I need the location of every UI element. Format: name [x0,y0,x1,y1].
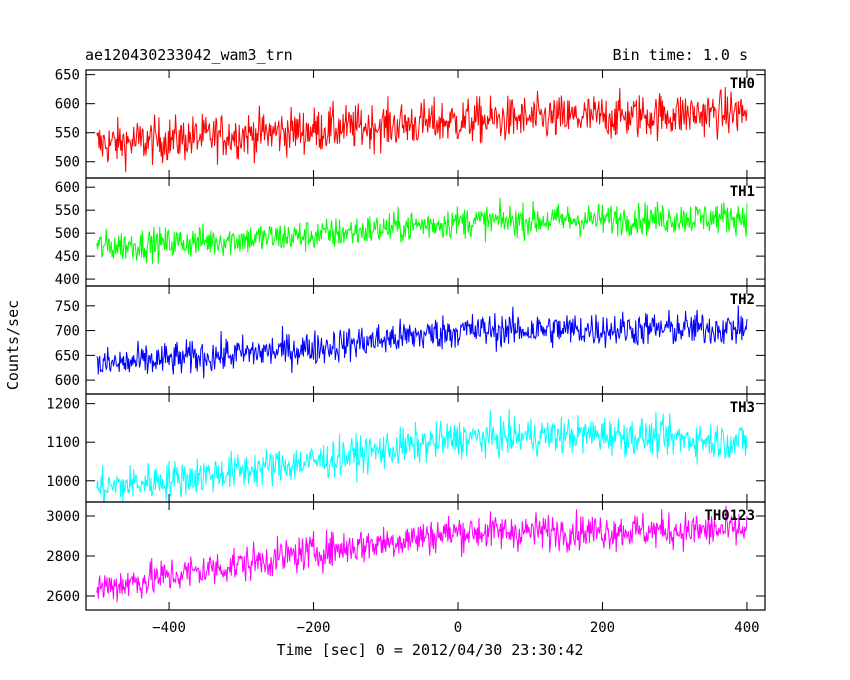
chart-title: ae120430233042_wam3_trn [85,46,293,64]
y-tick-label: 600 [55,373,80,389]
bin-time-label: Bin time: 1.0 s [613,46,748,64]
panel-th3: 1000 1100 1200 TH3 [46,393,766,503]
panel-th2: 600 650 700 750 TH2 [55,285,766,395]
panel-frame [85,285,766,395]
panel-label: TH2 [730,292,755,308]
y-tick-label: 2600 [46,589,80,605]
x-tick-label: 200 [590,620,615,636]
y-tick-label: 3000 [46,509,80,525]
y-tick-label: 700 [55,324,80,340]
panel-label: TH1 [730,184,755,200]
x-axis-label: Time [sec] 0 = 2012/04/30 23:30:42 [276,641,583,659]
y-tick-label: 1200 [46,397,80,413]
y-tick-label: 400 [55,272,80,288]
y-tick-label: 600 [55,180,80,196]
series-th1 [96,197,748,264]
panel-label: TH0123 [704,508,755,524]
y-tick-label: 600 [55,97,80,113]
series-th3 [96,408,748,502]
panel-frame [85,501,766,611]
panel-label: TH3 [730,400,755,416]
series-th2 [96,305,748,379]
x-tick-label: 0 [454,620,462,636]
y-tick-label: 750 [55,299,80,315]
y-tick-label: 550 [55,126,80,142]
panel-frame [85,177,766,287]
y-tick-label: 650 [55,348,80,364]
x-tick-label: 400 [734,620,759,636]
panel-th1: 400 450 500 550 600 TH1 [55,177,766,288]
y-tick-label: 650 [55,68,80,84]
panel-label: TH0 [730,76,755,92]
panels-group: 500 550 600 650 TH0 400 450 500 550 600 TH1 600 650 7… [46,68,766,636]
y-axis-label: Counts/sec [4,300,22,390]
x-tick-label: −200 [297,620,331,636]
y-tick-label: 500 [55,226,80,242]
series-th0 [96,87,748,173]
x-tick-label: −400 [152,620,186,636]
series-th0123 [96,505,748,603]
y-tick-label: 450 [55,249,80,265]
y-tick-label: 2800 [46,549,80,565]
y-tick-label: 1000 [46,474,80,490]
panel-th0123: 2600 2800 3000 TH0123 [46,501,766,611]
y-tick-label: 1100 [46,435,80,451]
y-tick-label: 550 [55,203,80,219]
y-tick-label: 500 [55,155,80,171]
panel-th0: 500 550 600 650 TH0 [55,68,766,179]
